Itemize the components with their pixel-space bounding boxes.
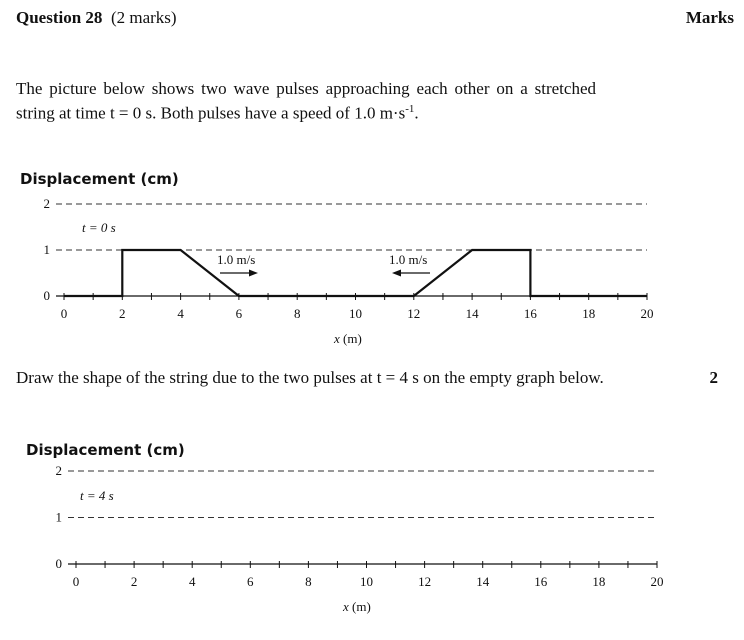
graph2-x-tick-label: 12 (418, 574, 431, 589)
graph2-x-tick-label: 14 (476, 574, 490, 589)
question-header: Question 28 (2 marks) (16, 8, 177, 28)
graph2-x-tick-label: 18 (592, 574, 605, 589)
arrow-right-label: 1.0 m/s (217, 252, 255, 267)
intro-sup: -1 (405, 103, 415, 115)
graph2-x-tick-label: 2 (131, 574, 138, 589)
graph1-string-shape (64, 248, 647, 298)
graph2-y-tick-label: 2 (56, 463, 63, 478)
graph2-x-tick-label: 4 (189, 574, 196, 589)
graph2-xlabel: x (m) (342, 599, 371, 614)
graph1-x-tick-label: 8 (294, 306, 301, 321)
graph1-x-tick-label: 12 (407, 306, 420, 321)
question-label: Question 28 (16, 8, 103, 27)
graph1-y-tick-label: 1 (44, 242, 51, 257)
question-intro: The picture below shows two wave pulses … (16, 78, 596, 124)
graph1-x-tick-label: 16 (524, 306, 538, 321)
graph1-x-tick-label: 20 (641, 306, 654, 321)
graph2-x-tick-label: 16 (534, 574, 548, 589)
graph2-x-tick-label: 20 (651, 574, 664, 589)
graph2-ylabel: Displacement (cm) (26, 441, 185, 459)
graph2-y-tick-label: 0 (56, 556, 63, 571)
graph1-x-tick-label: 10 (349, 306, 362, 321)
graph1-time-label: t = 0 s (82, 220, 116, 235)
graph1-x-tick-label: 18 (582, 306, 595, 321)
graph2-x-tick-label: 10 (360, 574, 373, 589)
graph1-ylabel: Displacement (cm) (20, 170, 179, 188)
graph1-y-tick-label: 2 (44, 196, 51, 211)
graph2-y-tick-label: 1 (56, 510, 63, 525)
graph1-xlabel: x (m) (333, 331, 362, 346)
graph1-x-tick-label: 6 (236, 306, 243, 321)
graph1-x-tick-label: 0 (61, 306, 68, 321)
graph1-x-tick-label: 14 (466, 306, 480, 321)
graph1-x-tick-label: 2 (119, 306, 126, 321)
arrow-right-icon (220, 269, 258, 277)
arrow-left-icon (392, 269, 430, 277)
instruction-text: Draw the shape of the string due to the … (16, 368, 604, 387)
question-mark-value: 2 (709, 368, 719, 387)
graph2-x-tick-label: 0 (73, 574, 80, 589)
arrow-left-label: 1.0 m/s (389, 252, 427, 267)
intro-end: . (414, 103, 419, 123)
intro-text: The picture below shows two wave pulses … (16, 79, 596, 123)
graph1-x-tick-label: 4 (177, 306, 184, 321)
marks-column-heading: Marks (685, 8, 734, 27)
graph2-x-tick-label: 6 (247, 574, 254, 589)
question-marks-note: (2 marks) (110, 8, 177, 27)
graph2-time-label: t = 4 s (80, 488, 114, 503)
graph1-y-tick-label: 0 (44, 288, 51, 303)
graph2-x-tick-label: 8 (305, 574, 312, 589)
